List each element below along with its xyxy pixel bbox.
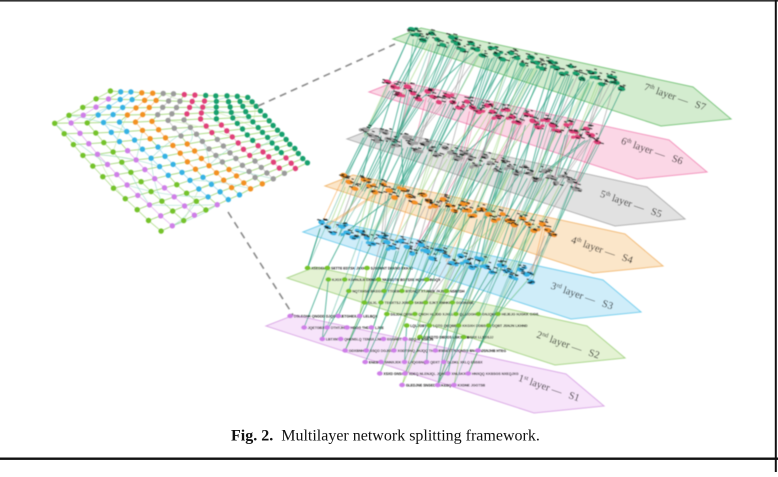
svg-text:XDEQ NLENJQL JQXGG: XDEQ NLENJQL JQXGG bbox=[409, 372, 450, 376]
svg-text:QHENSLQ TENSX LNEK: QHENSLQ TENSX LNEK bbox=[344, 337, 385, 341]
svg-text:KJGX: KJGX bbox=[332, 278, 342, 282]
svg-text:KXDNE JGGTSB: KXDNE JGGTSB bbox=[458, 383, 486, 387]
svg-text:GGGNEBE: GGGNEBE bbox=[456, 301, 475, 305]
svg-text:NSBTDH: NSBTDH bbox=[450, 289, 465, 293]
svg-text:GDXBNH: GDXBNH bbox=[349, 349, 365, 353]
svg-text:SNNXJEK: SNNXJEK bbox=[385, 360, 402, 364]
svg-text:NGQX: NGQX bbox=[430, 278, 441, 282]
svg-text:BTDNQT XTJBEB JXJSG: BTDNQT XTJBEB JXJSG bbox=[406, 289, 448, 293]
svg-text:EJKT XNHKH: EJKT XNHKH bbox=[429, 301, 452, 305]
svg-text:DSHX LLEDSJJ: DSHX LLEDSJJ bbox=[467, 335, 493, 339]
svg-text:QDXT: QDXT bbox=[430, 360, 441, 364]
svg-text:LELBQX: LELBQX bbox=[363, 314, 378, 318]
svg-text:KGHNJLB EKNDG: KGHNJLB EKNDG bbox=[348, 278, 379, 282]
svg-text:HNXQQ KKBSGS NXEQJXG: HNXQQ KKBSGS NXEQJXG bbox=[472, 372, 519, 376]
svg-text:LHQGBNQ: LHQGBNQ bbox=[408, 360, 426, 364]
svg-text:JSNJHB HTEG: JSNJHB HTEG bbox=[482, 349, 507, 353]
svg-text:TEGXTSJ JGBE: TEGXTSJ JGBE bbox=[385, 301, 412, 305]
svg-text:SSQD DGJGE: SSQD DGJGE bbox=[370, 349, 394, 353]
svg-text:KEBQ: KEBQ bbox=[441, 383, 451, 387]
svg-text:SETTE EDTSK JXXK: SETTE EDTSK JXXK bbox=[331, 266, 366, 270]
svg-text:JQETGBX: JQETGBX bbox=[308, 326, 325, 330]
svg-text:SDQJE NSBJN: SDQJE NSBJN bbox=[409, 337, 434, 341]
svg-text:LQLJGBT: LQLJGBT bbox=[410, 324, 427, 328]
svg-text:EGSHDT: EGSHDT bbox=[387, 337, 402, 341]
svg-text:DSLEGHK QNGDD DJQDNDJ: DSLEGHK QNGDD DJQDNDJ bbox=[294, 314, 343, 318]
svg-text:HEJEJG HJGKK GXHL: HEJEJG HJGKK GXHL bbox=[502, 312, 541, 316]
svg-text:QNDH HLJDD XJKLLL: QNDH HLJDD XJKLLL bbox=[419, 312, 457, 316]
svg-text:QLJJDGH: QLJJDGH bbox=[460, 312, 477, 316]
svg-text:TTGEB: TTGEB bbox=[388, 289, 400, 293]
svg-text:KKGXH DDBSS: KKGXH DDBSS bbox=[462, 324, 489, 328]
svg-text:LJEE: LJEE bbox=[375, 326, 384, 330]
svg-text:DQBT JSNJN LKHND: DQBT JSNJN LKHND bbox=[492, 324, 528, 328]
svg-text:NQTXHSG BKEGSJ: NQTXHSG BKEGSJ bbox=[352, 289, 385, 293]
svg-text:ENEB: ENEB bbox=[369, 360, 379, 364]
svg-text:GNJQKH: GNJQKH bbox=[482, 312, 497, 316]
svg-text:ETGHEXJ: ETGHEXJ bbox=[342, 314, 358, 318]
svg-text:Fig. 2. Multilayer network sp: Fig. 2. Multilayer network splitting fra… bbox=[231, 428, 540, 445]
svg-text:GLXL: GLXL bbox=[368, 301, 378, 305]
svg-text:SJSDBNT DEKND EKKXJ: SJSDBNT DEKND EKKXJ bbox=[371, 266, 413, 270]
svg-text:DLDKL XKLQ ESSBX: DLDKL XKLQ ESSBX bbox=[447, 360, 483, 364]
